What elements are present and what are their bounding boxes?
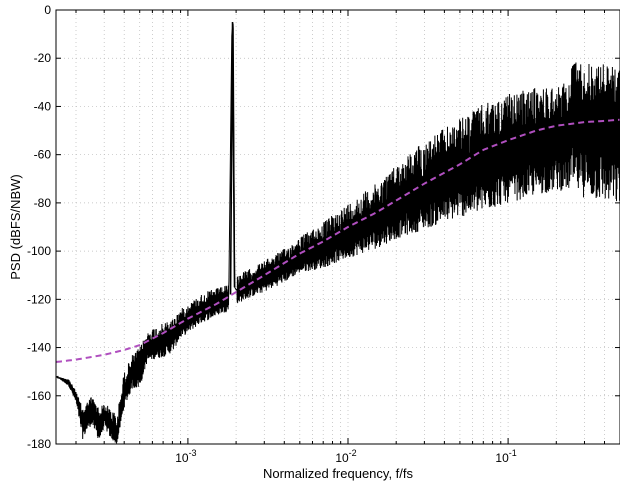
- y-tick-label: -160: [27, 389, 51, 403]
- y-tick-label: 0: [44, 3, 51, 17]
- y-tick-label: -140: [27, 341, 51, 355]
- ntf-theoretical-line: [55, 118, 620, 364]
- psd-noise-band: [55, 22, 620, 444]
- y-axis-label: PSD (dBFS/NBW): [8, 174, 23, 279]
- series-lines: [55, 118, 620, 364]
- tone-spike: [229, 22, 236, 295]
- y-tick-label: -100: [27, 244, 51, 258]
- y-tick-label: -20: [34, 51, 52, 65]
- x-axis: 10-3 10-2 10-1: [75, 10, 605, 465]
- plot-frame: [55, 9, 620, 445]
- x-axis-label: Normalized frequency, f/fs: [263, 466, 414, 481]
- x-tick-label: 10-3: [175, 448, 196, 465]
- y-tick-label: -60: [34, 148, 52, 162]
- x-tick-label: 10-1: [495, 448, 516, 465]
- y-tick-label: -180: [27, 437, 51, 451]
- y-axis: 0 -20 -40 -60 -80 -100 -120 -140 -160 -180: [27, 3, 620, 451]
- y-tick-label: -120: [27, 292, 51, 306]
- y-tick-label: -40: [34, 99, 52, 113]
- x-tick-label: 10-2: [335, 448, 356, 465]
- psd-measured-line: [55, 23, 620, 444]
- y-tick-label: -80: [34, 196, 52, 210]
